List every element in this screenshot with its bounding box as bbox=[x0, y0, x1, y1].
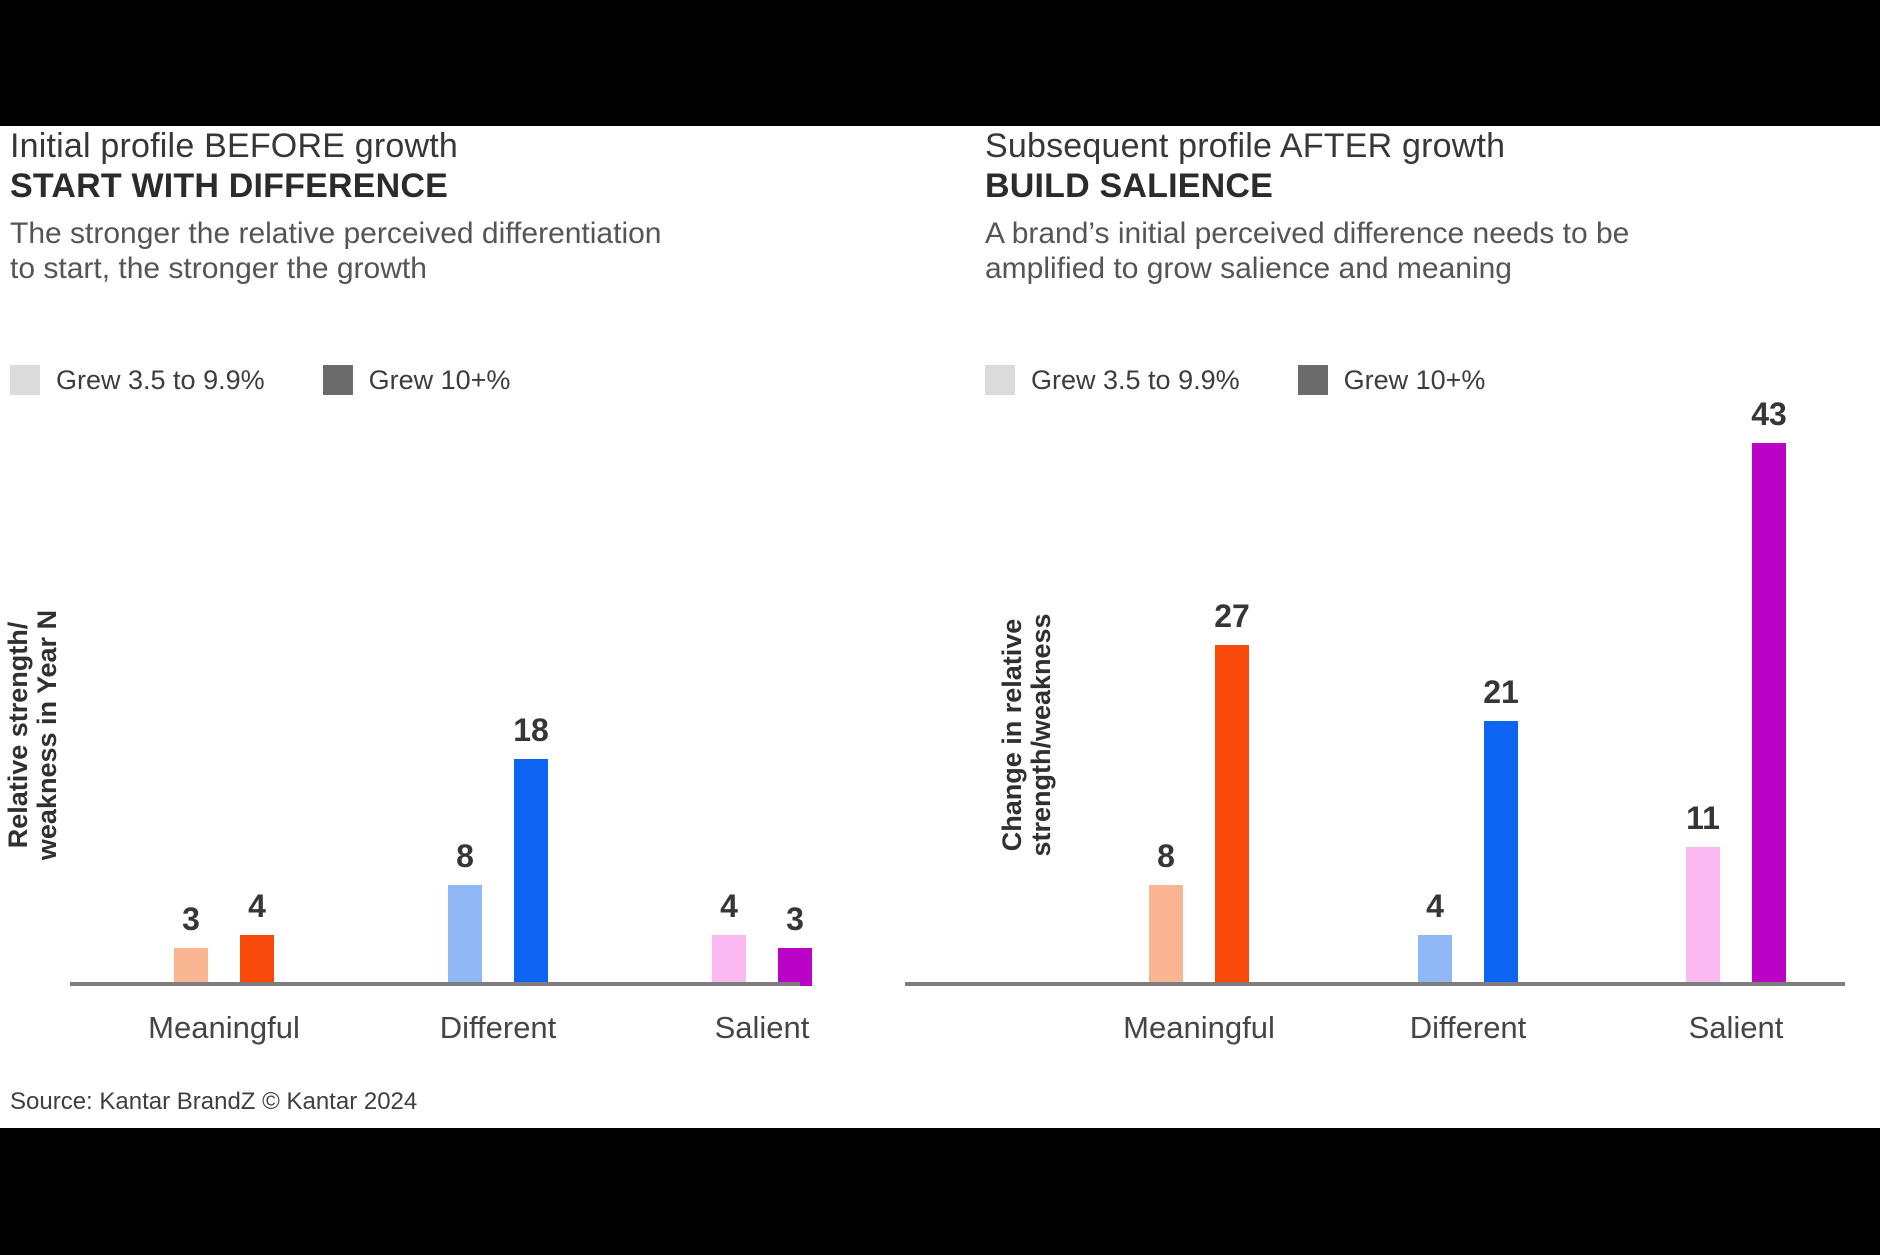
bar-value-label: 3 bbox=[182, 901, 200, 937]
right-chart-subtitle: A brand’s initial perceived difference n… bbox=[985, 216, 1880, 286]
legend-item-grew-low: Grew 3.5 to 9.9% bbox=[10, 365, 265, 396]
bar-meaningful-series2 bbox=[240, 935, 274, 986]
bar-value-label: 4 bbox=[720, 888, 738, 924]
category-label-different: Different bbox=[439, 1010, 557, 1045]
left-chart-title-emphasis: START WITH DIFFERENCE bbox=[10, 167, 448, 205]
legend-label: Grew 3.5 to 9.9% bbox=[56, 364, 265, 395]
bar-value-label: 3 bbox=[786, 901, 804, 937]
bar-value-label: 8 bbox=[1157, 838, 1175, 874]
legend-swatch-dark-gray bbox=[1297, 365, 1328, 395]
legend-item-grew-high: Grew 10+% bbox=[1297, 364, 1486, 396]
legend-swatch-light-gray bbox=[10, 365, 40, 395]
category-label-meaningful: Meaningful bbox=[1123, 1010, 1275, 1045]
bar-value-label: 27 bbox=[1214, 598, 1250, 634]
bar-salient-series2 bbox=[778, 948, 812, 986]
right-chart-subtitle-line-1: A brand’s initial perceived difference n… bbox=[985, 217, 1630, 250]
right-chart-subtitle-line-2: amplified to grow salience and meaning bbox=[985, 252, 1512, 285]
left-chart-subtitle: The stronger the relative perceived diff… bbox=[10, 216, 910, 286]
left-chart-subtitle-line-1: The stronger the relative perceived diff… bbox=[10, 217, 662, 250]
right-chart-x-axis bbox=[905, 982, 1845, 986]
chart-panel: Initial profile BEFORE growth START WITH… bbox=[0, 126, 1880, 1128]
legend-label: Grew 10+% bbox=[368, 364, 511, 395]
bar-different-series2 bbox=[1484, 721, 1518, 986]
bar-meaningful-series1 bbox=[174, 948, 208, 986]
bar-salient-series2 bbox=[1752, 443, 1786, 986]
bar-value-label: 11 bbox=[1686, 800, 1720, 836]
bar-different-series1 bbox=[1418, 935, 1452, 986]
right-chart-legend: Grew 3.5 to 9.9% Grew 10+% bbox=[985, 363, 1485, 397]
y-axis-label-line-2: weakness in Year N bbox=[32, 609, 62, 861]
legend-item-grew-high: Grew 10+% bbox=[322, 364, 511, 396]
bar-value-label: 4 bbox=[1426, 888, 1444, 924]
right-chart-title: Subsequent profile AFTER growth bbox=[985, 127, 1506, 165]
bar-value-label: 8 bbox=[456, 838, 474, 874]
bar-meaningful-series1 bbox=[1149, 885, 1183, 986]
left-chart-y-axis-label: Relative strength/ weakness in Year N bbox=[3, 565, 62, 905]
category-label-salient: Salient bbox=[714, 1010, 810, 1045]
right-chart-header: Subsequent profile AFTER growth BUILD SA… bbox=[985, 126, 1880, 286]
bar-salient-series1 bbox=[712, 935, 746, 986]
category-label-meaningful: Meaningful bbox=[148, 1010, 300, 1045]
y-axis-label-line-1: Relative strength/ bbox=[3, 621, 33, 849]
category-label-salient: Salient bbox=[1688, 1010, 1784, 1045]
legend-item-grew-low: Grew 3.5 to 9.9% bbox=[985, 365, 1240, 396]
right-chart-plot: 8 27 Meaningful 4 21 Different 11 43 Salient bbox=[905, 396, 1845, 1045]
category-label-different: Different bbox=[1409, 1010, 1527, 1045]
bar-different-series1 bbox=[448, 885, 482, 986]
bar-different-series2 bbox=[514, 759, 548, 986]
bar-value-label: 4 bbox=[248, 888, 266, 924]
legend-label: Grew 10+% bbox=[1343, 364, 1486, 395]
source-attribution: Source: Kantar BrandZ © Kantar 2024 bbox=[10, 1088, 418, 1115]
bar-meaningful-series2 bbox=[1215, 645, 1249, 986]
left-chart-plot: 3 4 Meaningful 8 18 Different 4 3 Salient bbox=[70, 426, 812, 1045]
bar-salient-series1 bbox=[1686, 847, 1720, 986]
bar-value-label: 43 bbox=[1751, 396, 1787, 432]
left-chart-title: Initial profile BEFORE growth bbox=[10, 127, 458, 165]
bar-value-label: 18 bbox=[513, 712, 549, 748]
legend-label: Grew 3.5 to 9.9% bbox=[1031, 364, 1240, 395]
right-chart-title-emphasis: BUILD SALIENCE bbox=[985, 167, 1274, 205]
left-chart-header: Initial profile BEFORE growth START WITH… bbox=[10, 126, 910, 286]
left-chart-x-axis bbox=[70, 982, 800, 986]
left-chart-legend: Grew 3.5 to 9.9% Grew 10+% bbox=[10, 363, 510, 397]
left-chart-subtitle-line-2: to start, the stronger the growth bbox=[10, 252, 427, 285]
legend-swatch-dark-gray bbox=[322, 365, 353, 395]
bar-value-label: 21 bbox=[1483, 674, 1519, 710]
legend-swatch-light-gray bbox=[985, 365, 1015, 395]
